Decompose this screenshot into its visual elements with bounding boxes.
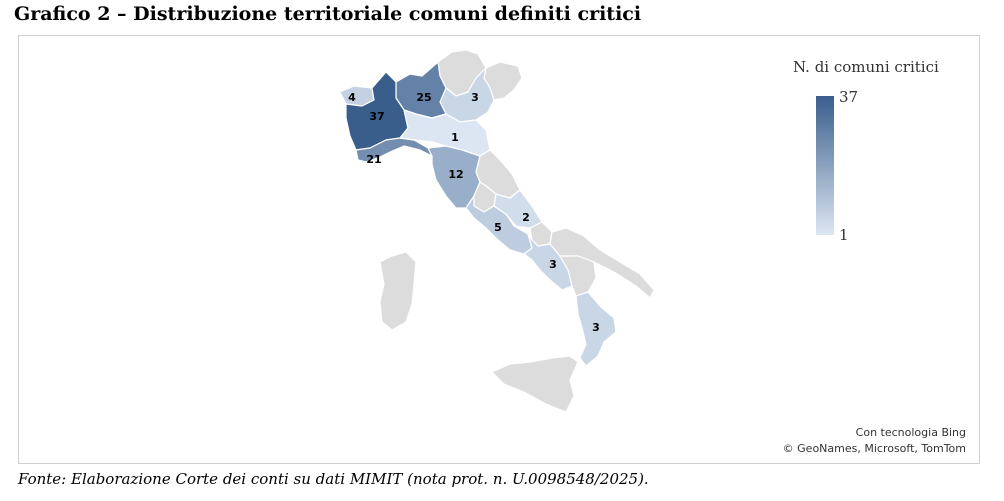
region-liguria[interactable] — [355, 137, 433, 163]
value-label: 3 — [549, 258, 557, 271]
value-label: 3 — [471, 91, 479, 104]
value-label: 4 — [348, 91, 356, 104]
legend-min-label: 1 — [839, 226, 849, 244]
region-emilia-romagna[interactable] — [399, 109, 491, 157]
value-label: 12 — [448, 168, 463, 181]
legend-max-label: 37 — [839, 88, 859, 106]
region-calabria[interactable] — [575, 291, 617, 367]
value-label: 37 — [369, 110, 384, 123]
region-sardegna[interactable] — [379, 251, 417, 331]
value-label: 3 — [592, 321, 600, 334]
value-label: 21 — [366, 153, 381, 166]
chart-title: Grafico 2 – Distribuzione territoriale c… — [14, 3, 642, 25]
value-label: 2 — [522, 211, 530, 224]
region-campania[interactable] — [523, 233, 573, 291]
legend-title: N. di comuni critici — [793, 58, 939, 76]
value-label: 5 — [494, 221, 502, 234]
map-credit-bing: Con tecnologia Bing — [855, 426, 966, 439]
value-label: 25 — [416, 91, 431, 104]
map-credit-providers: © GeoNames, Microsoft, TomTom — [782, 442, 966, 455]
source-note: Fonte: Elaborazione Corte dei conti su d… — [18, 470, 649, 488]
legend-color-scale — [816, 96, 834, 235]
value-label: 1 — [451, 131, 459, 144]
region-basilicata[interactable] — [559, 255, 597, 297]
region-sicilia[interactable] — [491, 355, 579, 413]
